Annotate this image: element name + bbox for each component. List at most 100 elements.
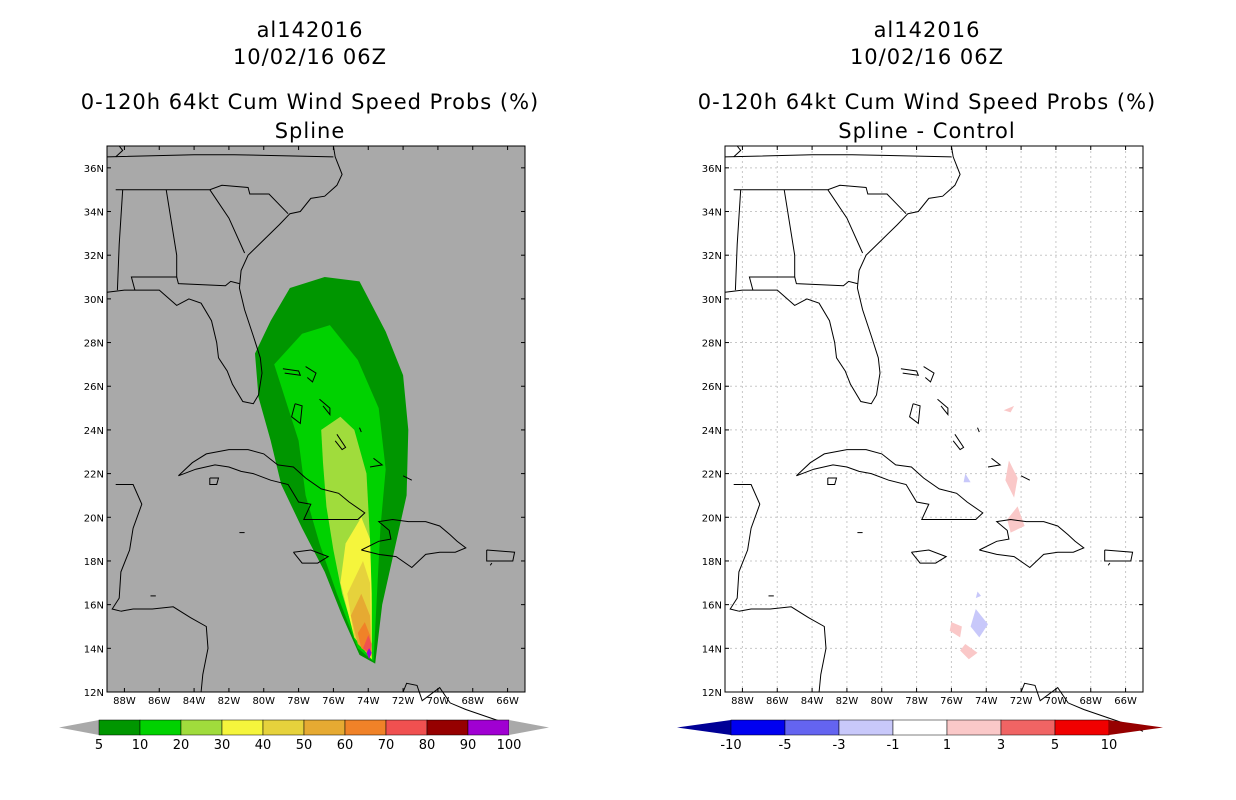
coastline-12 (486, 549, 516, 562)
coastline-16 (937, 398, 949, 417)
coastline-15 (909, 403, 921, 425)
colorbar-right-arrow (509, 720, 549, 735)
y-tick-label: 12N (84, 688, 104, 699)
colorbar-swatch (262, 719, 305, 736)
colorbar-swatch (946, 719, 1002, 736)
colorbar-label: -3 (833, 738, 846, 753)
x-tick-label: 86W (766, 696, 789, 707)
panel1-date: 10/02/16 06Z (232, 45, 388, 69)
contour-level-1-1 (1005, 460, 1018, 498)
colorbar-label: 70 (378, 738, 395, 753)
coastline-14 (305, 366, 317, 383)
x-tick-label: 84W (183, 696, 206, 707)
colorbar-label: 5 (95, 738, 103, 753)
coastline-11 (911, 549, 948, 564)
x-tick-label: 72W (392, 696, 415, 707)
colorbar-label: -10 (720, 738, 741, 753)
coastline-16 (319, 398, 331, 417)
contour-level-1-6 (949, 622, 962, 638)
colorbar-swatch (221, 719, 264, 736)
coastline-23 (402, 682, 526, 732)
colorbar-swatch (385, 719, 428, 736)
colorbar-swatch (730, 719, 786, 736)
colorbar-label: 30 (214, 738, 231, 753)
x-tick-label: 74W (357, 696, 380, 707)
colorbar-left-arrow (59, 720, 99, 735)
coastline-13 (900, 368, 920, 376)
panel1-subtitle: Spline (274, 119, 346, 143)
colorbar-label: 1 (943, 738, 951, 753)
colorbar-swatch (139, 719, 182, 736)
colorbar-label: 50 (296, 738, 313, 753)
colorbar-label: 60 (337, 738, 354, 753)
x-tick-label: 80W (870, 696, 893, 707)
x-tick-label: 72W (1010, 696, 1033, 707)
coastline-0 (724, 145, 961, 405)
coastline-7 (733, 145, 742, 158)
panel-1: 88W 86W 84W 82W 80W 78W 76W 74W 72W 70W 68W 66W 12N 1… (59, 145, 549, 753)
colorbar-swatch (467, 719, 510, 736)
y-tick-label: 30N (84, 295, 104, 306)
colorbar-swatch (838, 719, 894, 736)
coastline-1 (115, 184, 289, 215)
y-tick-label: 24N (702, 426, 722, 437)
colorbar-label: 5 (1051, 738, 1059, 753)
y-tick-label: 14N (702, 644, 722, 655)
coastline-2 (734, 189, 742, 291)
y-tick-label: 28N (84, 339, 104, 350)
coastline-17 (952, 434, 965, 451)
x-tick-label: 88W (731, 696, 754, 707)
colorbar-label: -1 (887, 738, 900, 753)
coastline-12 (1104, 549, 1134, 562)
y-tick-label: 36N (702, 164, 722, 175)
contour-level--1-4 (970, 609, 988, 638)
coastline-19 (987, 457, 1002, 468)
contour-level-90-8 (366, 648, 372, 660)
x-tick-label: 70W (1045, 696, 1068, 707)
coastline-5 (827, 189, 864, 254)
coastline-22 (738, 606, 827, 693)
coastline-6 (724, 154, 952, 158)
coastline-19 (369, 457, 384, 468)
coastline-20 (402, 475, 413, 481)
y-tick-label: 18N (702, 557, 722, 568)
x-tick-label: 76W (322, 696, 345, 707)
coastline-24 (489, 562, 493, 566)
contour-level--1-5 (975, 591, 981, 599)
colorbar-swatch (892, 719, 948, 736)
panel2-subtitle: Spline - Control (838, 119, 1016, 143)
y-tick-label: 34N (702, 208, 722, 219)
plot-frame (106, 145, 526, 693)
coastline-17 (334, 434, 347, 451)
coastline-0 (106, 145, 343, 405)
colorbar-label: 90 (460, 738, 477, 753)
contour-level--1-3 (963, 473, 971, 483)
x-tick-label: 86W (148, 696, 171, 707)
plot-frame (724, 145, 1144, 693)
y-tick-label: 32N (84, 251, 104, 262)
coastline-13 (282, 368, 302, 376)
y-tick-label: 14N (84, 644, 104, 655)
coastline-10 (361, 518, 467, 569)
coastline-1 (733, 184, 907, 215)
coastline-7 (115, 145, 124, 158)
coastline-20 (1020, 475, 1031, 481)
x-tick-label: 70W (427, 696, 450, 707)
y-tick-label: 16N (84, 601, 104, 612)
y-tick-label: 20N (702, 513, 722, 524)
colorbar-swatch (426, 719, 469, 736)
y-tick-label: 22N (702, 470, 722, 481)
contour-level-1-2 (1007, 506, 1025, 533)
coastline-2 (116, 189, 124, 291)
y-tick-label: 24N (84, 426, 104, 437)
plot-area-background (725, 146, 1143, 692)
panel-2: 88W 86W 84W 82W 80W 78W 76W 74W 72W 70W 68W 66W 12N 1… (677, 145, 1163, 753)
x-tick-label: 68W (461, 696, 484, 707)
coastline-10 (979, 518, 1085, 569)
y-tick-label: 28N (702, 339, 722, 350)
colorbar: -10 -5 -3 -1 1 3 5 10 (677, 719, 1163, 753)
x-tick-label: 82W (836, 696, 859, 707)
x-tick-label: 84W (801, 696, 824, 707)
y-tick-label: 20N (84, 513, 104, 524)
